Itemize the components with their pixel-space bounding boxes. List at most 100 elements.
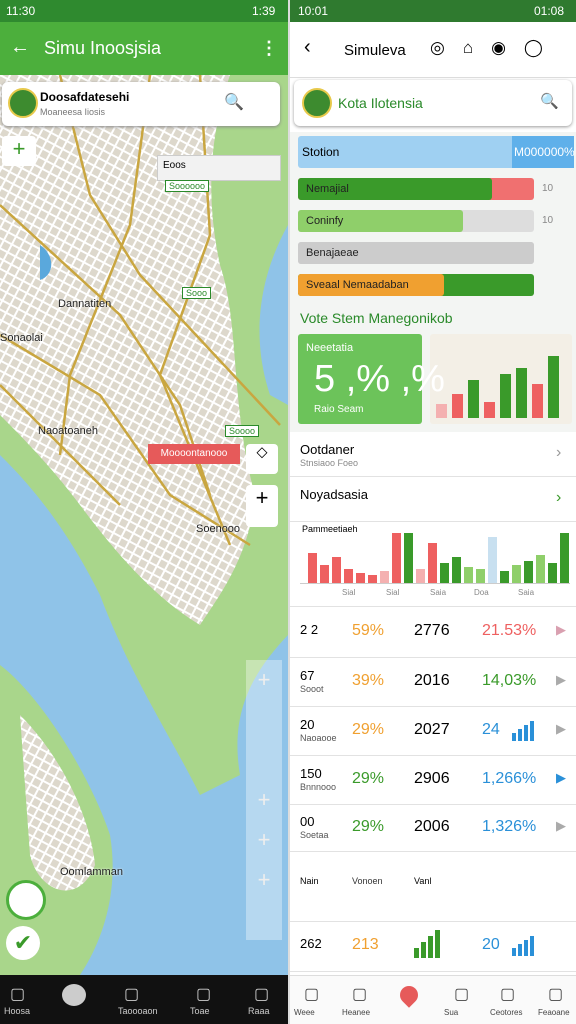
- search-icon[interactable]: 🔍: [540, 93, 559, 110]
- nav-label[interactable]: Heanee: [342, 1008, 371, 1017]
- row-arrow[interactable]: ▶: [556, 720, 566, 736]
- kpi-sub: Raio Seam: [314, 404, 364, 415]
- filter-label[interactable]: Eoos: [163, 160, 186, 171]
- compass[interactable]: ⬦: [246, 444, 278, 474]
- chart-bar: [428, 543, 437, 583]
- nav-icon[interactable]: ▢: [254, 986, 270, 1003]
- logo: [302, 88, 332, 118]
- row-year: 2006: [414, 817, 450, 835]
- app-title: Simu Inoosjsia: [44, 38, 162, 58]
- row-value: 14,03%: [482, 671, 537, 689]
- progress-label: Nemajial: [306, 183, 349, 195]
- list-sub: Stnsiaoo Foeo: [300, 458, 359, 468]
- progress-label: Sveaal Nemaadaban: [306, 279, 409, 291]
- chart-bar: [476, 569, 485, 583]
- row-year: 2906: [414, 769, 450, 787]
- kpi-bar: [452, 394, 463, 418]
- progress-fill: [298, 178, 492, 200]
- nav-icon[interactable]: ▢: [454, 986, 470, 1003]
- row-value: 1,326%: [482, 817, 537, 835]
- search-card[interactable]: [2, 82, 280, 126]
- nav-label[interactable]: Raaa: [248, 1006, 270, 1016]
- row-key: 2 2: [300, 621, 319, 637]
- spark-bar: [512, 732, 516, 741]
- map-label: Dannatiten: [58, 298, 112, 310]
- status-bar: [290, 0, 576, 22]
- check-button[interactable]: ✔: [6, 926, 40, 960]
- row-arrow[interactable]: ▶: [556, 621, 566, 637]
- nav-label[interactable]: Weee: [294, 1008, 315, 1017]
- nav-icon[interactable]: ▢: [352, 986, 368, 1003]
- nav-label[interactable]: Ceotores: [490, 1008, 523, 1017]
- row-key: 150: [300, 765, 322, 781]
- progress-fill: [298, 242, 534, 264]
- row-key: 00: [300, 813, 315, 829]
- list-arrow[interactable]: ›: [556, 444, 562, 461]
- chart-bar: [440, 563, 449, 583]
- table-row: [290, 851, 576, 922]
- status-clock: 1:39: [252, 4, 276, 18]
- list-row[interactable]: [290, 432, 576, 477]
- map-popup[interactable]: Moooontanooo: [148, 444, 240, 464]
- kpi-bar: [468, 380, 479, 418]
- chart-bar: [368, 575, 377, 583]
- chart-bar: [344, 569, 353, 583]
- nav-label[interactable]: Sua: [444, 1008, 459, 1017]
- chart-bar: [452, 557, 461, 583]
- list-arrow[interactable]: ›: [556, 489, 562, 506]
- map-tag: Soooooo: [165, 180, 210, 192]
- nav-icon[interactable]: ▢: [196, 986, 212, 1003]
- chart-label: Pammeetiaeh: [302, 524, 358, 534]
- back-button[interactable]: ‹: [304, 36, 311, 58]
- table-row: [290, 971, 576, 1002]
- list-row[interactable]: [290, 477, 576, 522]
- stat-value-box: [512, 136, 574, 168]
- zoom-in[interactable]: +: [246, 485, 278, 527]
- chart-axis-label: Doa: [474, 588, 489, 597]
- nav-label[interactable]: Hoosa: [4, 1006, 31, 1016]
- city-card[interactable]: [294, 80, 572, 126]
- nav-label[interactable]: Feaoane: [538, 1008, 570, 1017]
- status-clock: 01:08: [534, 4, 565, 18]
- list-title: Ootdaner: [300, 442, 355, 457]
- nav-label[interactable]: Toae: [190, 1006, 210, 1016]
- nav-icon[interactable]: ▢: [304, 986, 320, 1003]
- table-row: [290, 706, 576, 756]
- nav-blob[interactable]: [62, 984, 86, 1006]
- chart-bar: [524, 561, 533, 583]
- spark-bar: [512, 948, 516, 956]
- chart-bar: [536, 555, 545, 583]
- back-button[interactable]: ←: [10, 36, 30, 58]
- add-button[interactable]: +: [2, 136, 36, 166]
- map-controls[interactable]: + + + +: [246, 660, 282, 940]
- filter-box[interactable]: [157, 155, 281, 181]
- search-icon[interactable]: 🔍: [224, 94, 244, 111]
- nav-icon[interactable]: ▢: [548, 986, 564, 1003]
- row-pct: 213: [352, 936, 379, 953]
- logo-button[interactable]: [6, 880, 46, 920]
- chart-axis-label: Saia: [518, 588, 535, 597]
- row-pct: 29%: [352, 817, 385, 835]
- chart-bar: [488, 537, 497, 583]
- chart-bar: [560, 533, 569, 583]
- kpi-bar: [436, 404, 447, 418]
- row-year: 2016: [414, 671, 450, 689]
- nav-label[interactable]: Taoooaon: [118, 1006, 158, 1016]
- row-key: Nain: [300, 876, 319, 886]
- chart-axis-label: Sial: [342, 588, 356, 597]
- row-arrow[interactable]: ▶: [556, 769, 566, 785]
- spark-bar: [524, 724, 528, 741]
- map-label: Sonaolai: [0, 332, 43, 344]
- toolbar-icons[interactable]: ◎⌂◉◯: [430, 38, 561, 57]
- row-arrow[interactable]: ▶: [556, 671, 566, 687]
- chart-bar: [416, 569, 425, 583]
- nav-icon[interactable]: ▢: [500, 986, 516, 1003]
- spark-bar: [435, 930, 440, 958]
- menu-button[interactable]: ⋮: [260, 38, 278, 58]
- nav-icon[interactable]: ▢: [10, 986, 26, 1003]
- spark-bar: [518, 728, 522, 741]
- kpi-value: 5 ,% ,%: [314, 358, 445, 400]
- row-arrow[interactable]: ▶: [556, 817, 566, 833]
- chart-bar: [320, 565, 329, 583]
- nav-icon[interactable]: ▢: [124, 986, 140, 1003]
